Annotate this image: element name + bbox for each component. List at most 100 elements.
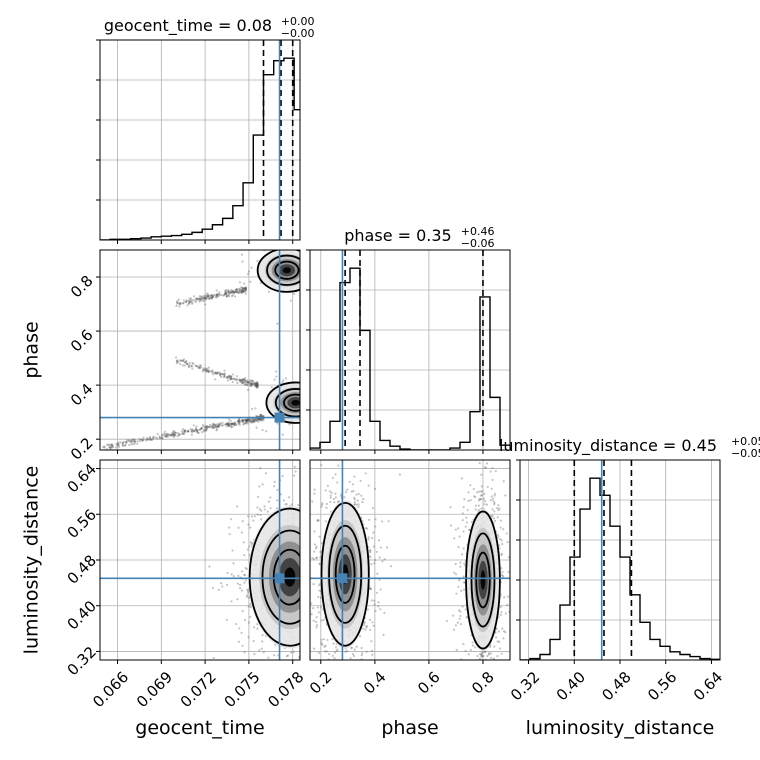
sample-point: [206, 292, 209, 295]
sample-point: [324, 520, 327, 523]
sample-point: [256, 623, 259, 626]
sample-point: [284, 377, 288, 380]
sample-point: [462, 588, 466, 591]
sample-point: [227, 375, 231, 378]
sample-point: [238, 378, 242, 381]
sample-point: [276, 488, 279, 492]
sample-point: [204, 425, 208, 428]
sample-point: [205, 427, 208, 430]
sample-point: [243, 286, 246, 290]
sample-point: [306, 576, 308, 578]
sample-point: [461, 519, 464, 522]
sample-point: [110, 443, 113, 446]
sample-point: [313, 250, 315, 252]
sample-point: [198, 297, 201, 300]
sample-point: [282, 379, 285, 382]
sample-point: [311, 393, 313, 395]
y-tick-label: 0.48: [64, 551, 100, 587]
sample-point: [314, 533, 316, 535]
sample-point: [312, 619, 315, 622]
sample-point: [187, 302, 191, 305]
sample-point: [454, 624, 458, 627]
sample-point: [302, 604, 304, 606]
sample-point: [253, 418, 256, 422]
sample-point: [246, 381, 249, 384]
sample-point: [259, 418, 262, 421]
sample-point: [302, 565, 304, 567]
sample-point: [257, 420, 260, 423]
sample-point: [267, 663, 269, 665]
sample-point: [127, 439, 130, 442]
sample-point: [312, 527, 314, 529]
sample-point: [184, 361, 187, 364]
sample-point: [458, 579, 461, 582]
title-plus-error: +0.05: [731, 435, 760, 448]
sample-point: [246, 589, 250, 593]
sample-point: [315, 547, 318, 550]
sample-point: [311, 496, 313, 498]
sample-point: [315, 624, 319, 627]
sample-point: [242, 290, 245, 293]
sample-point: [214, 372, 218, 375]
sample-point: [246, 383, 249, 387]
sample-point: [185, 299, 188, 302]
sample-point: [302, 535, 304, 537]
sample-point: [207, 297, 210, 300]
sample-point: [349, 657, 352, 660]
sample-point: [459, 614, 462, 618]
sample-point: [260, 509, 263, 512]
sample-point: [254, 384, 258, 387]
sample-point: [233, 422, 236, 425]
sample-point: [303, 387, 305, 389]
sample-point: [215, 426, 219, 429]
sample-point: [167, 433, 171, 436]
sample-point: [241, 644, 244, 647]
sample-point: [142, 438, 145, 441]
sample-point: [197, 366, 201, 370]
sample-point: [247, 621, 250, 624]
sample-point: [304, 588, 306, 590]
sample-point: [314, 407, 316, 409]
sample-point: [307, 571, 309, 573]
sample-point: [241, 420, 245, 424]
sample-point: [336, 481, 339, 484]
sample-point: [249, 602, 252, 606]
contour-line: [274, 260, 300, 280]
sample-point: [368, 549, 371, 552]
sample-point: [310, 613, 313, 616]
sample-point: [328, 660, 330, 662]
sample-point: [240, 286, 243, 289]
sample-point: [474, 504, 478, 507]
sample-point: [214, 423, 217, 426]
sample-point: [206, 370, 209, 373]
sample-point: [227, 293, 230, 296]
sample-point: [230, 375, 233, 378]
sample-point: [305, 558, 307, 560]
sample-point: [313, 497, 315, 499]
scatter-panel-phase-luminosity_distance: [309, 459, 511, 662]
sample-point: [220, 424, 223, 427]
sample-point: [211, 371, 214, 374]
sample-point: [102, 445, 105, 448]
sample-point: [161, 433, 164, 436]
sample-point: [464, 649, 467, 653]
sample-point: [172, 432, 175, 435]
sample-point: [215, 371, 219, 375]
sample-point: [246, 515, 250, 518]
sample-point: [379, 588, 382, 591]
sample-point: [316, 519, 319, 522]
sample-point: [326, 484, 329, 487]
sample-point: [158, 437, 161, 440]
sample-point: [211, 586, 214, 589]
sample-point: [305, 573, 307, 575]
sample-point: [258, 649, 261, 652]
sample-point: [305, 260, 307, 262]
sample-point: [230, 600, 233, 603]
sample-point: [246, 418, 249, 422]
sample-point: [303, 577, 305, 579]
sample-point: [188, 365, 191, 369]
sample-point: [192, 424, 195, 427]
x-axis-label-phase: phase: [381, 717, 438, 739]
sample-point: [463, 562, 466, 565]
sample-point: [249, 383, 253, 386]
